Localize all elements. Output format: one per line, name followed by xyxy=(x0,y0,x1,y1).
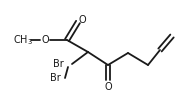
Text: Br: Br xyxy=(53,59,64,69)
Text: CH$_3$: CH$_3$ xyxy=(13,33,33,47)
Text: O: O xyxy=(104,82,112,92)
Text: O: O xyxy=(41,35,49,45)
Text: Br: Br xyxy=(50,73,61,83)
Text: O: O xyxy=(78,15,86,25)
